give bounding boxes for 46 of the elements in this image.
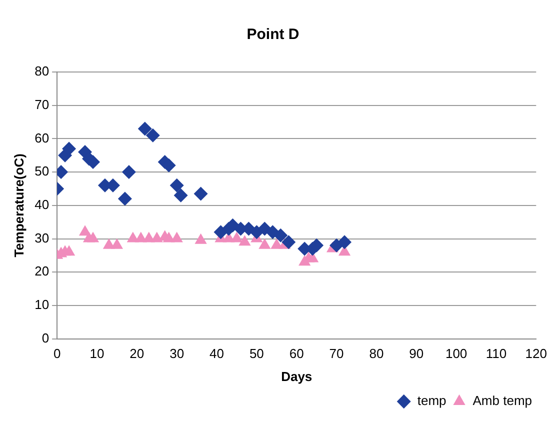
- point: [230, 232, 243, 242]
- x-tick-label: 110: [486, 346, 507, 362]
- y-tick-label: 60: [34, 130, 50, 146]
- point: [338, 235, 352, 250]
- point: [170, 178, 184, 192]
- point: [138, 122, 152, 136]
- y-tick-label: 50: [34, 164, 50, 179]
- point: [62, 142, 76, 156]
- point: [238, 235, 251, 246]
- x-tick-label: 90: [409, 346, 424, 362]
- point: [174, 188, 188, 202]
- point: [170, 232, 183, 242]
- legend-label: Amb temp: [472, 393, 532, 408]
- x-tick-label: 60: [289, 346, 304, 362]
- y-tick-label: 80: [34, 64, 50, 79]
- x-tick-label: 80: [369, 346, 384, 362]
- x-tick-label: 50: [249, 346, 264, 362]
- point: [86, 232, 100, 242]
- chart-title: Point D: [246, 26, 300, 44]
- y-tick-label: 40: [34, 196, 50, 212]
- x-tick-label: 70: [329, 346, 344, 362]
- point: [118, 192, 132, 206]
- x-tick-label: 0: [53, 346, 61, 362]
- y-axis-title: Temperature(oC): [11, 154, 26, 258]
- y-tick-label: 0: [42, 330, 50, 346]
- point: [194, 233, 207, 244]
- point: [274, 228, 288, 242]
- x-tick-label: 30: [170, 346, 184, 362]
- y-tick-label: 70: [34, 96, 50, 112]
- y-tick-label: 20: [34, 264, 50, 279]
- point: [282, 235, 296, 250]
- x-tick-label: 40: [210, 346, 224, 362]
- x-tick-label: 120: [525, 346, 548, 362]
- point: [110, 238, 124, 249]
- x-tick-label: 20: [130, 346, 144, 362]
- point: [146, 128, 160, 142]
- point: [122, 165, 136, 180]
- x-axis-title: Days: [281, 368, 312, 384]
- y-tick-label: 10: [34, 297, 50, 312]
- point: [258, 238, 271, 249]
- legend-label: temp: [417, 393, 446, 408]
- x-tick-label: 100: [445, 346, 468, 362]
- point: [194, 186, 208, 201]
- y-tick-label: 30: [34, 230, 50, 246]
- point: [150, 232, 163, 242]
- x-tick-label: 10: [90, 346, 104, 362]
